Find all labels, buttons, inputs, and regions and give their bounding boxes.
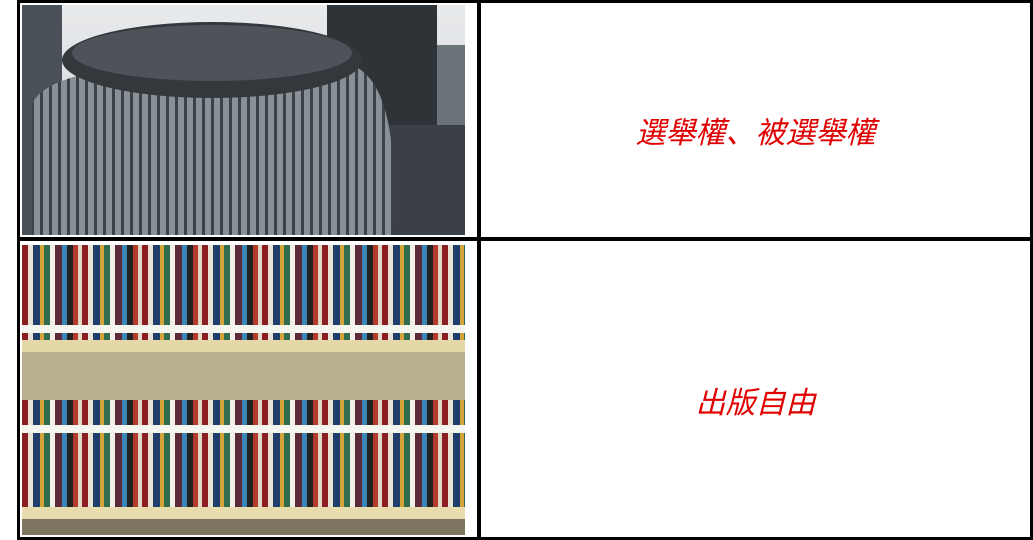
- bookshelf-photo: [22, 245, 465, 535]
- table-border: [17, 0, 1033, 540]
- column-divider: [477, 0, 481, 540]
- building-photo: [22, 5, 465, 235]
- cell-text: 選舉權、被選舉權: [635, 116, 876, 151]
- cell-text: 出版自由: [695, 386, 816, 421]
- row-divider: [17, 237, 1033, 241]
